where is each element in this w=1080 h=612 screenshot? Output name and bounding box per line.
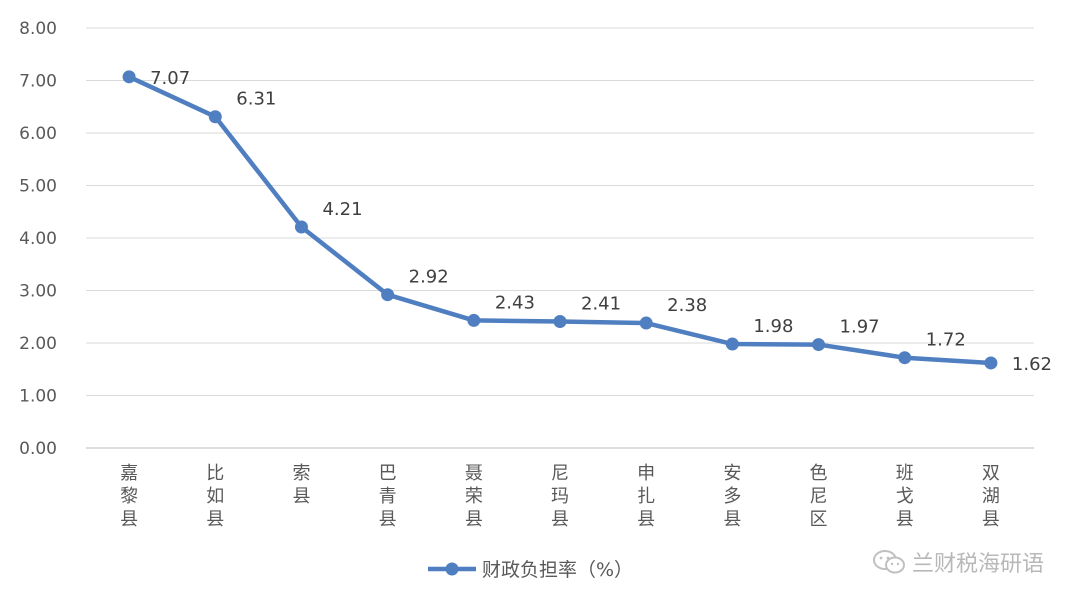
x-tick-label: 比如县 [206,463,224,530]
x-axis-ticks: 嘉黎县 比如县 索县 巴青县 聂荣县 尼玛县 申扎县 安多县 色尼区 班戈县 双湖县 [120,463,1000,530]
y-tick-label: 2.00 [19,334,57,354]
watermark: 兰财税海研语 [872,546,1044,578]
x-tick-label: 索县 [292,463,310,507]
x-tick-label: 尼玛县 [551,463,569,530]
data-label: 1.98 [753,316,793,337]
data-label: 7.07 [150,68,190,89]
data-label: 1.97 [840,317,880,338]
x-tick-label: 嘉黎县 [120,463,138,530]
x-tick-label: 巴青县 [379,463,397,530]
data-point [381,288,395,302]
y-axis-ticks: 0.00 1.00 2.00 3.00 4.00 5.00 6.00 7.00 8.00 [19,19,57,459]
legend-label: 财政负担率（%） [482,559,633,581]
x-tick-label: 申扎县 [637,463,655,530]
data-point [122,70,136,84]
y-tick-label: 7.00 [19,72,57,92]
y-tick-label: 5.00 [19,177,57,197]
data-label: 1.62 [1012,354,1052,375]
y-tick-label: 4.00 [19,229,57,249]
y-tick-label: 6.00 [19,124,57,144]
data-point [898,351,912,365]
data-point [984,356,998,370]
data-point [553,314,567,328]
y-tick-label: 8.00 [19,19,57,39]
legend: 财政负担率（%） [428,559,633,581]
data-point [812,338,826,352]
data-point [639,316,653,330]
data-label: 2.41 [581,293,621,314]
grid [86,27,1034,449]
x-tick-label: 色尼区 [810,463,828,530]
wechat-icon [872,550,905,574]
data-label: 4.21 [322,199,362,220]
data-label: 2.38 [667,295,707,316]
x-tick-label: 安多县 [723,463,741,530]
data-label: 1.72 [926,330,966,351]
x-tick-label: 班戈县 [896,463,914,530]
legend-marker [445,562,459,576]
y-tick-label: 0.00 [19,439,57,459]
data-point [467,313,481,327]
data-label: 2.92 [409,267,449,288]
series: 7.07 6.31 4.21 2.92 2.43 2.41 2.38 1.98 1.97 1.72… [122,68,1052,375]
x-tick-label: 聂荣县 [465,463,483,530]
data-point [294,220,308,234]
y-tick-label: 3.00 [19,282,57,302]
data-point [725,337,739,351]
data-label: 2.43 [495,292,535,313]
y-tick-label: 1.00 [19,387,57,407]
data-label: 6.31 [236,89,276,110]
watermark-text: 兰财税海研语 [911,552,1044,577]
data-point [208,110,222,124]
x-tick-label: 双湖县 [982,463,1000,530]
